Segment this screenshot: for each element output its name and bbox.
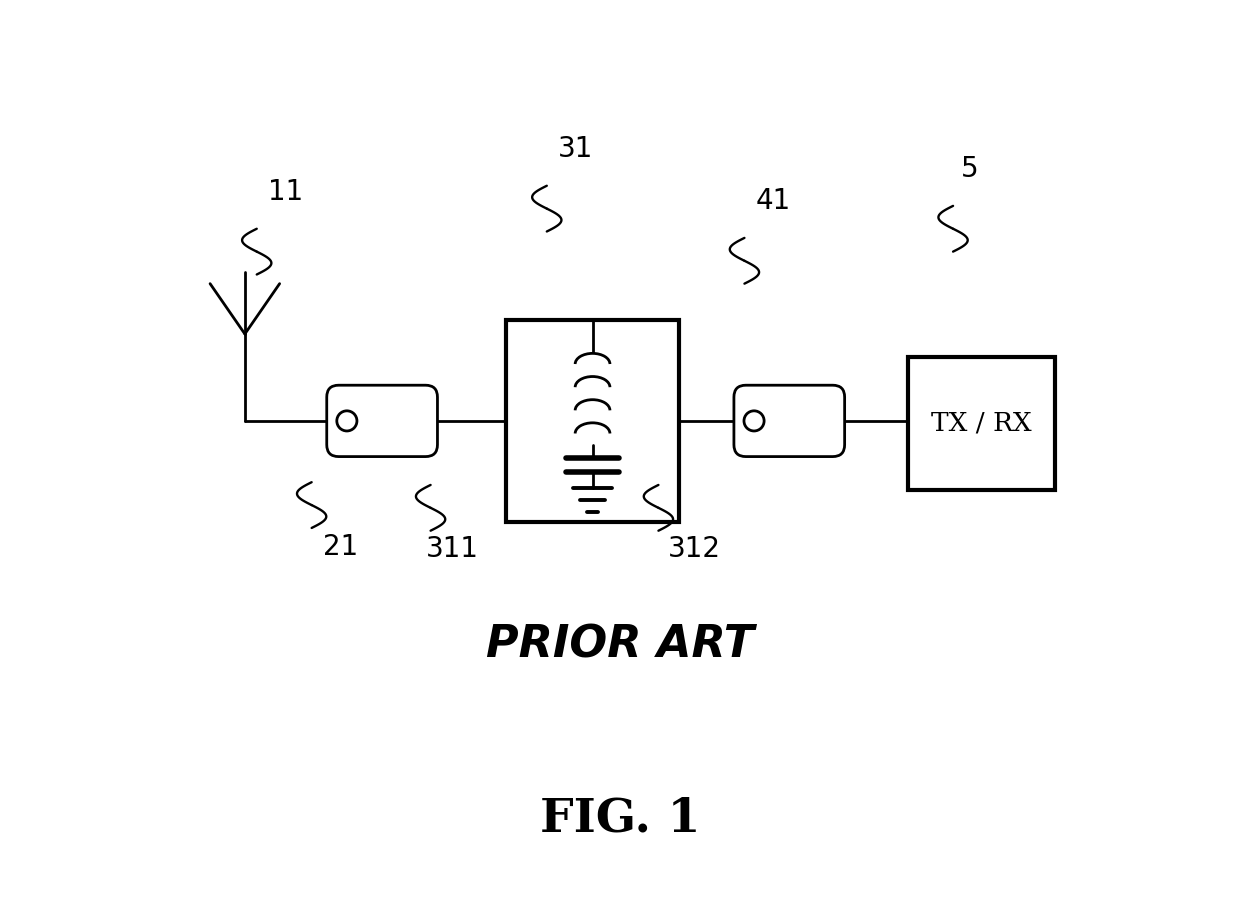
Bar	[506, 320, 680, 522]
Text: 21: 21	[322, 533, 358, 561]
FancyBboxPatch shape	[327, 385, 438, 457]
Text: FIG. 1: FIG. 1	[539, 796, 701, 842]
Text: 41: 41	[755, 187, 791, 215]
Text: 311: 311	[427, 535, 479, 564]
Text: 5: 5	[960, 155, 978, 183]
Text: 31: 31	[558, 135, 593, 163]
Circle shape	[337, 411, 357, 431]
Circle shape	[744, 411, 764, 431]
Text: TX / RX: TX / RX	[931, 411, 1032, 436]
Bar	[908, 357, 1055, 490]
Text: 312: 312	[667, 535, 720, 564]
Text: 11: 11	[268, 178, 303, 206]
FancyBboxPatch shape	[734, 385, 844, 457]
Text: PRIOR ART: PRIOR ART	[486, 624, 754, 666]
